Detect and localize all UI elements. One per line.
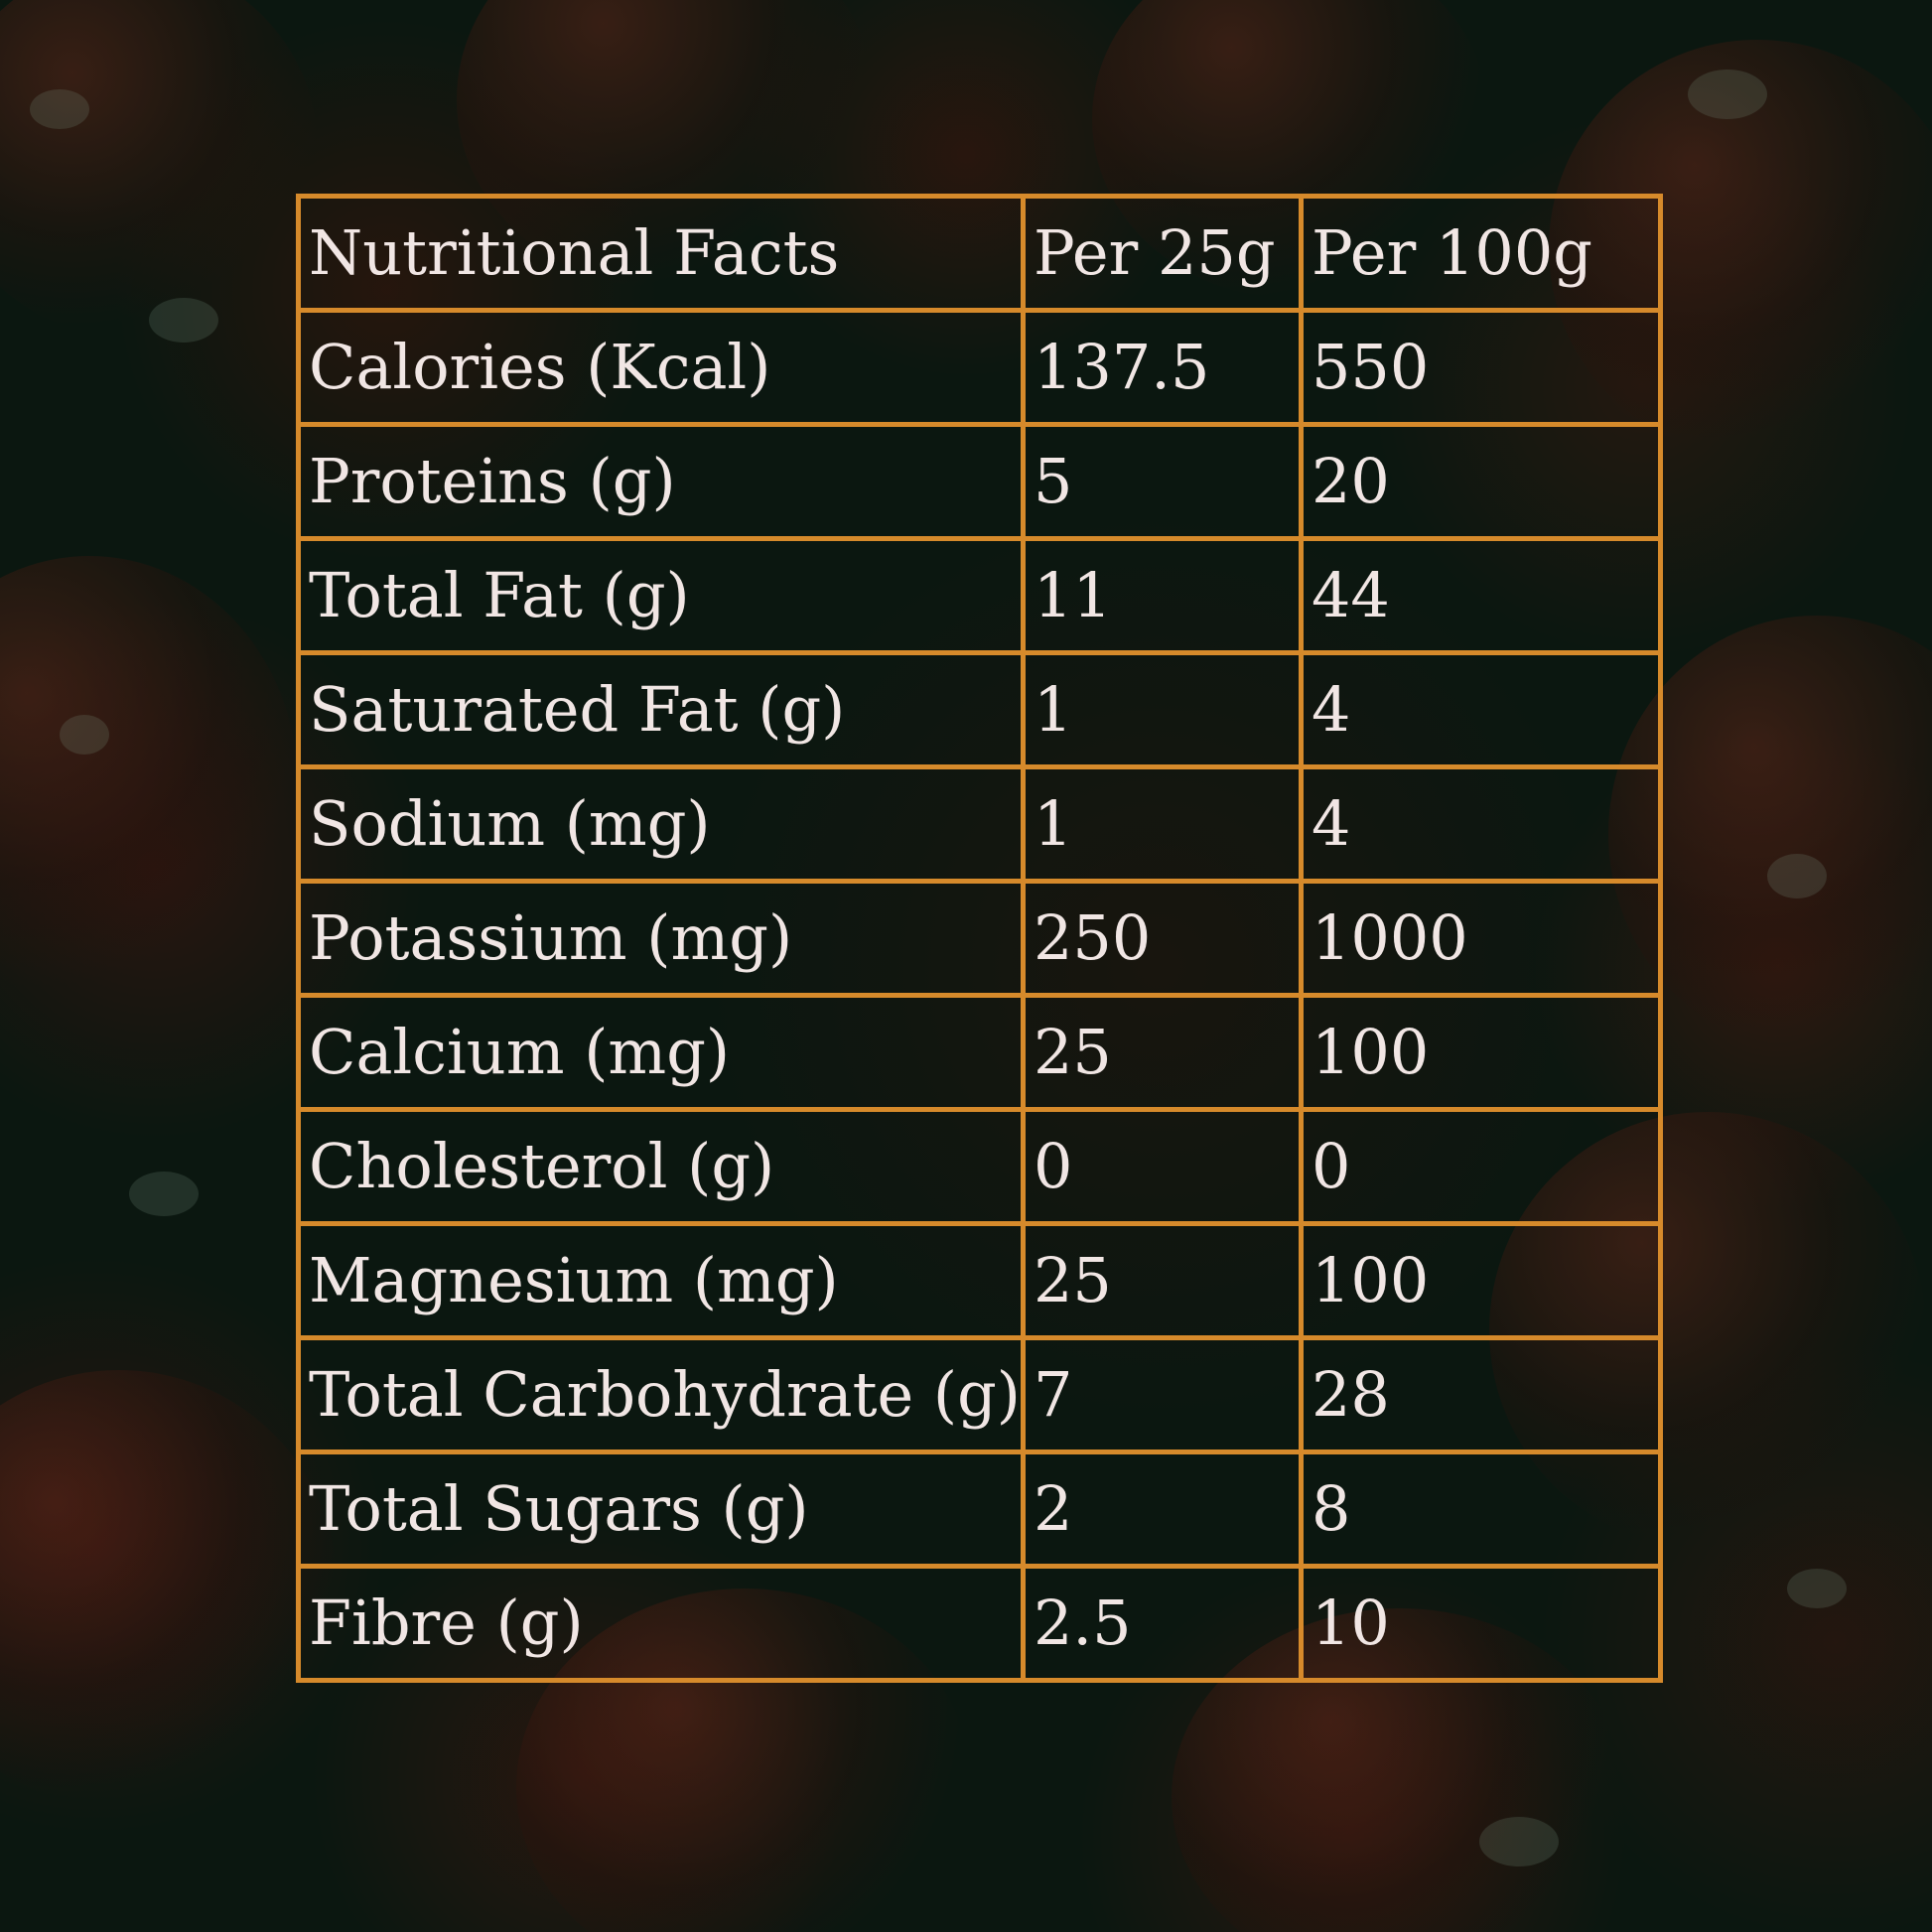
header-cell-per-25g: Per 25g xyxy=(1020,194,1304,313)
per-25g-value-cell: 250 xyxy=(1020,879,1304,998)
table-row: Total Sugars (g) 2 8 xyxy=(296,1449,1663,1569)
per-100g-value-cell: 100 xyxy=(1298,1221,1663,1340)
table-row: Calcium (mg) 25 100 xyxy=(296,993,1663,1112)
nutrient-name-cell: Calories (Kcal) xyxy=(296,308,1026,427)
table-row: Sodium (mg) 1 4 xyxy=(296,764,1663,884)
nutrient-name-cell: Fibre (g) xyxy=(296,1564,1026,1683)
table-header-row: Nutritional Facts Per 25g Per 100g xyxy=(296,194,1663,313)
nutrition-facts-table-container: Nutritional Facts Per 25g Per 100g Calor… xyxy=(296,194,1663,1683)
nutrient-name-cell: Magnesium (mg) xyxy=(296,1221,1026,1340)
per-25g-value-cell: 25 xyxy=(1020,1221,1304,1340)
table-row: Potassium (mg) 250 1000 xyxy=(296,879,1663,998)
per-100g-value-cell: 20 xyxy=(1298,422,1663,541)
per-25g-value-cell: 137.5 xyxy=(1020,308,1304,427)
table-row: Calories (Kcal) 137.5 550 xyxy=(296,308,1663,427)
header-cell-per-100g: Per 100g xyxy=(1298,194,1663,313)
per-100g-value-cell: 100 xyxy=(1298,993,1663,1112)
per-100g-value-cell: 8 xyxy=(1298,1449,1663,1569)
nutrient-name-cell: Total Fat (g) xyxy=(296,536,1026,655)
table-row: Cholesterol (g) 0 0 xyxy=(296,1107,1663,1226)
nutrient-name-cell: Total Carbohydrate (g) xyxy=(296,1335,1026,1454)
per-100g-value-cell: 1000 xyxy=(1298,879,1663,998)
per-25g-value-cell: 2.5 xyxy=(1020,1564,1304,1683)
per-25g-value-cell: 11 xyxy=(1020,536,1304,655)
per-100g-value-cell: 10 xyxy=(1298,1564,1663,1683)
table-row: Total Carbohydrate (g) 7 28 xyxy=(296,1335,1663,1454)
table-row: Saturated Fat (g) 1 4 xyxy=(296,650,1663,769)
nutrient-name-cell: Potassium (mg) xyxy=(296,879,1026,998)
nutrient-name-cell: Saturated Fat (g) xyxy=(296,650,1026,769)
per-25g-value-cell: 5 xyxy=(1020,422,1304,541)
table-row: Proteins (g) 5 20 xyxy=(296,422,1663,541)
per-100g-value-cell: 4 xyxy=(1298,764,1663,884)
nutrient-name-cell: Calcium (mg) xyxy=(296,993,1026,1112)
per-25g-value-cell: 2 xyxy=(1020,1449,1304,1569)
per-25g-value-cell: 25 xyxy=(1020,993,1304,1112)
nutrient-name-cell: Proteins (g) xyxy=(296,422,1026,541)
table-row: Fibre (g) 2.5 10 xyxy=(296,1564,1663,1683)
nutrient-name-cell: Total Sugars (g) xyxy=(296,1449,1026,1569)
nutrient-name-cell: Cholesterol (g) xyxy=(296,1107,1026,1226)
nutrient-name-cell: Sodium (mg) xyxy=(296,764,1026,884)
per-100g-value-cell: 550 xyxy=(1298,308,1663,427)
per-25g-value-cell: 0 xyxy=(1020,1107,1304,1226)
header-cell-nutrient: Nutritional Facts xyxy=(296,194,1026,313)
per-100g-value-cell: 44 xyxy=(1298,536,1663,655)
per-100g-value-cell: 28 xyxy=(1298,1335,1663,1454)
table-row: Magnesium (mg) 25 100 xyxy=(296,1221,1663,1340)
per-100g-value-cell: 0 xyxy=(1298,1107,1663,1226)
per-25g-value-cell: 1 xyxy=(1020,764,1304,884)
per-25g-value-cell: 1 xyxy=(1020,650,1304,769)
per-25g-value-cell: 7 xyxy=(1020,1335,1304,1454)
nutrition-facts-table: Nutritional Facts Per 25g Per 100g Calor… xyxy=(296,194,1663,1683)
table-row: Total Fat (g) 11 44 xyxy=(296,536,1663,655)
per-100g-value-cell: 4 xyxy=(1298,650,1663,769)
